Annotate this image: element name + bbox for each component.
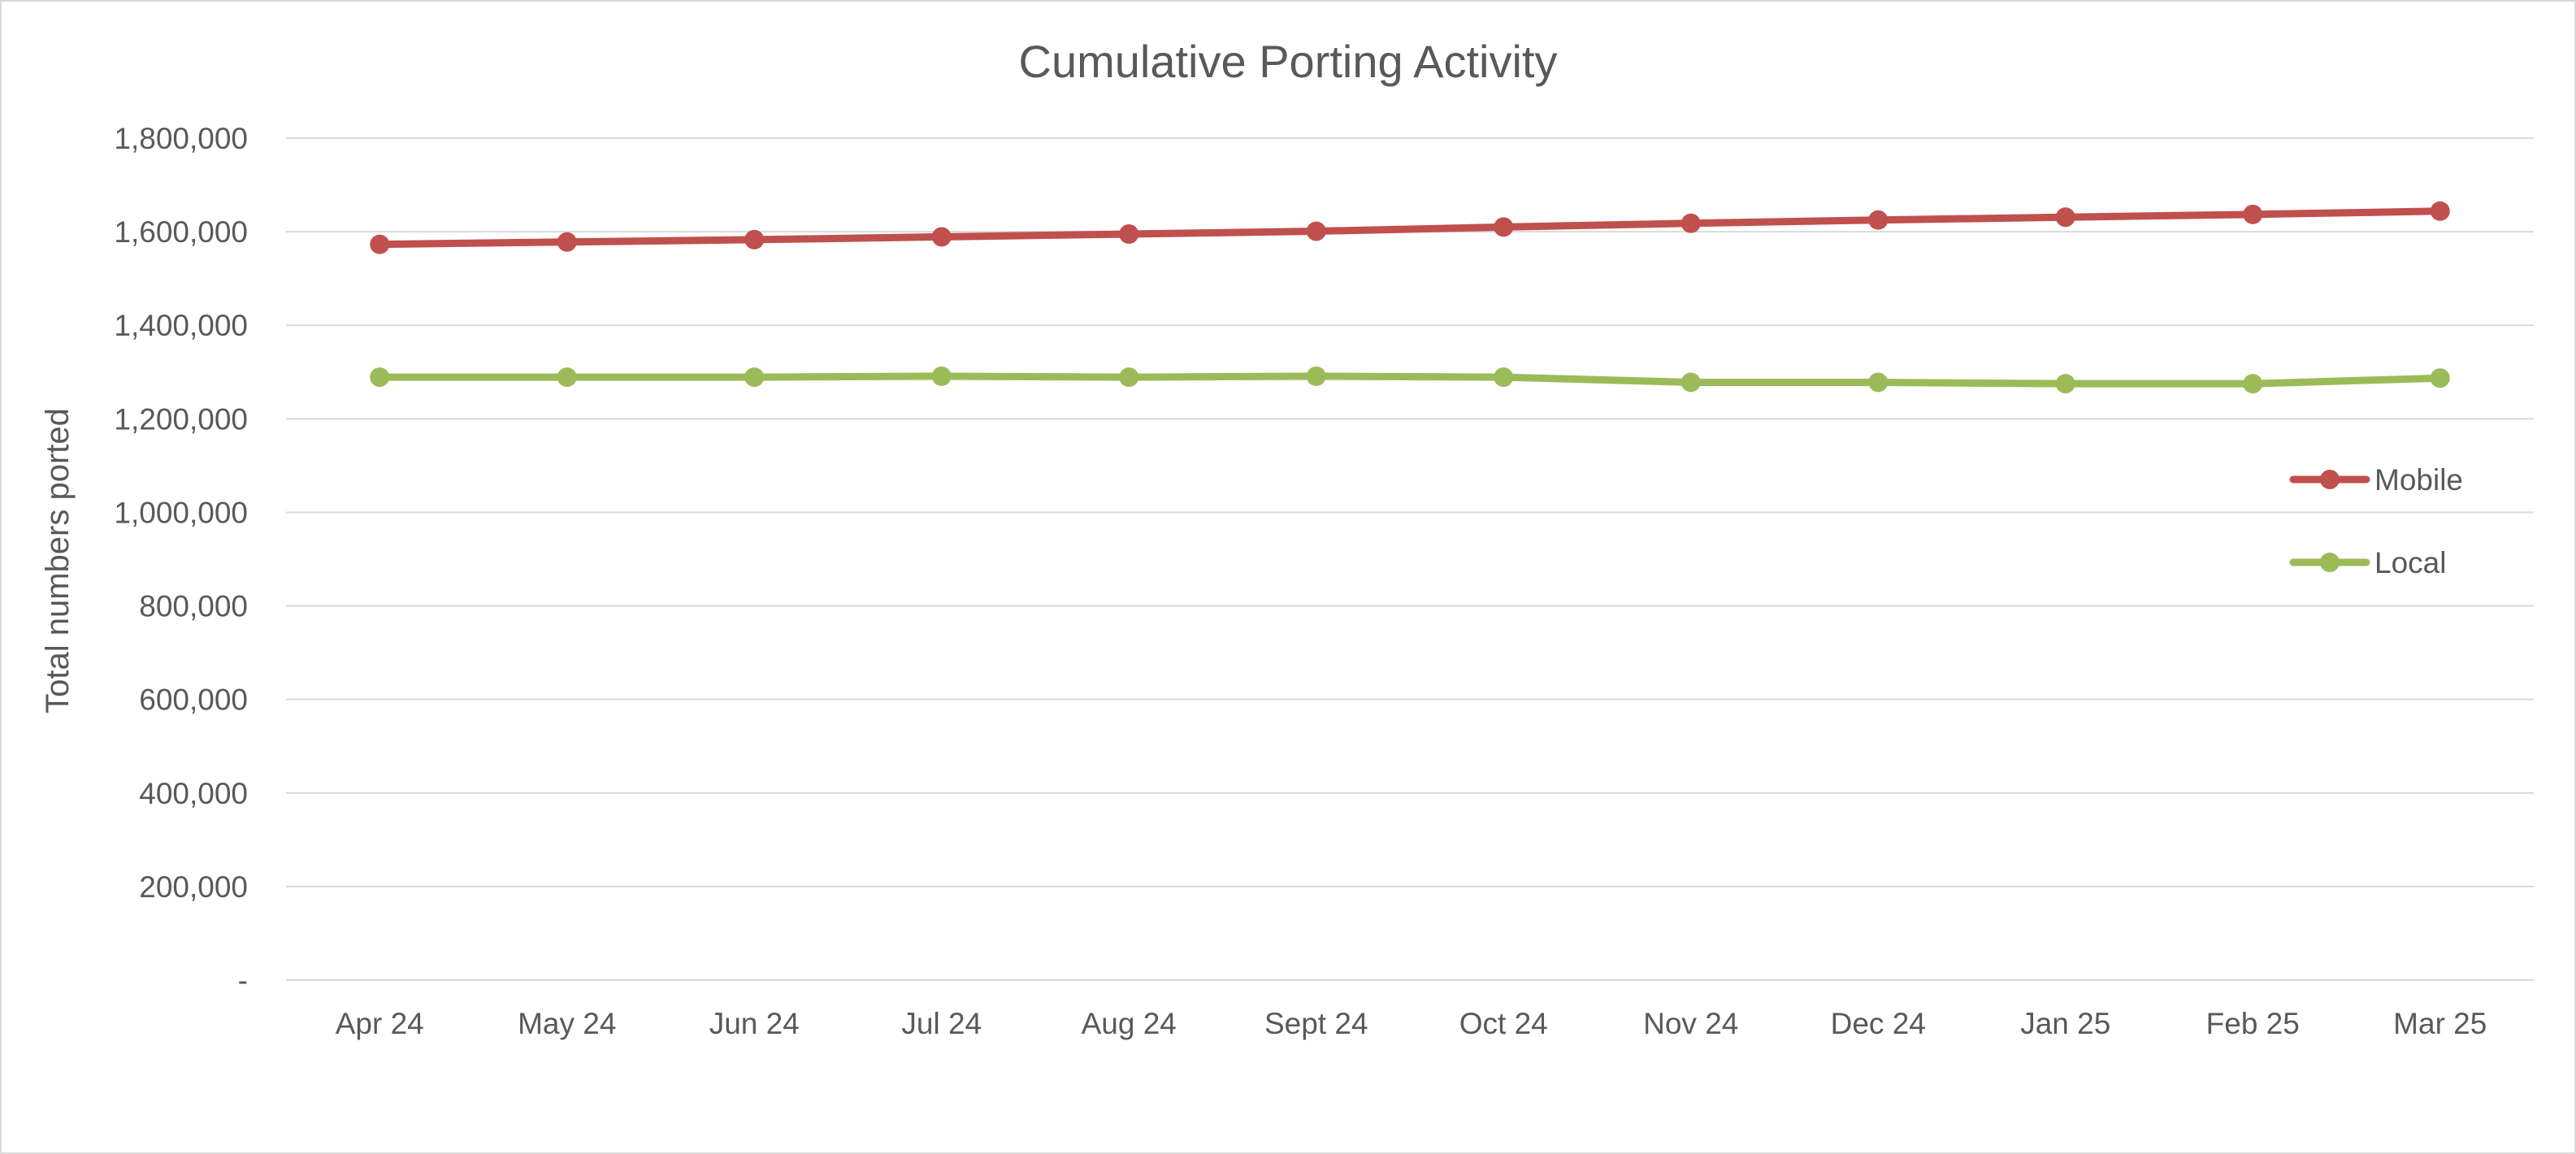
data-point-mobile [370, 234, 390, 254]
data-point-local [1868, 372, 1889, 393]
data-point-local [1119, 367, 1139, 388]
y-tick-label: 200,000 [139, 870, 248, 904]
data-point-mobile [2055, 207, 2075, 228]
legend-marker-local [2320, 553, 2340, 572]
data-point-local [1494, 367, 1514, 388]
data-point-local [557, 367, 577, 388]
legend: Mobile Local [2289, 463, 2463, 579]
x-tick-label: May 24 [518, 1007, 616, 1040]
y-tick-label: 1,200,000 [114, 402, 248, 436]
x-tick-label: Sept 24 [1264, 1007, 1368, 1040]
data-point-mobile [557, 232, 577, 252]
data-point-local [2430, 368, 2450, 388]
x-tick-label: Feb 25 [2206, 1007, 2300, 1040]
x-tick-label: Jul 24 [901, 1007, 982, 1040]
data-point-mobile [2430, 201, 2450, 221]
x-tick-labels: Apr 24 May 24 Jun 24 Jul 24 Aug 24 Sept 24 Oct… [336, 1007, 2487, 1040]
y-tick-label: 1,800,000 [114, 122, 248, 155]
data-point-local [370, 367, 390, 388]
data-point-mobile [931, 227, 952, 247]
series-line-mobile [375, 207, 2444, 249]
x-tick-label: Oct 24 [1459, 1007, 1548, 1040]
x-tick-label: Dec 24 [1831, 1007, 1926, 1040]
data-point-mobile [1494, 217, 1514, 237]
data-point-local [2243, 374, 2263, 394]
y-tick-label: 800,000 [139, 590, 248, 623]
y-tick-label: 1,400,000 [114, 309, 248, 342]
data-point-mobile [744, 229, 765, 249]
x-tick-label: Apr 24 [336, 1007, 424, 1040]
y-tick-label: 1,600,000 [114, 215, 248, 249]
data-point-mobile [1119, 223, 1139, 244]
data-point-local [744, 367, 765, 388]
legend-label-local: Local [2374, 546, 2446, 579]
series-layer [370, 201, 2450, 394]
grid-layer [286, 137, 2534, 981]
series-line-local [375, 372, 2444, 388]
y-axis-title: Total numbers ported [40, 408, 76, 714]
x-tick-label: Jun 24 [709, 1007, 800, 1040]
y-tick-labels: - 200,000 400,000 600,000 800,000 1,000,000 1,… [114, 122, 248, 997]
x-tick-label: Aug 24 [1082, 1007, 1177, 1040]
x-tick-label: Mar 25 [2393, 1007, 2487, 1040]
data-point-mobile [2243, 204, 2263, 224]
data-point-local [1680, 372, 1701, 393]
y-tick-label: 600,000 [139, 683, 248, 717]
y-tick-label: 400,000 [139, 777, 248, 810]
chart-title: Cumulative Porting Activity [1019, 36, 1558, 87]
data-point-mobile [1680, 213, 1701, 233]
data-point-mobile [1868, 210, 1889, 230]
legend-label-mobile: Mobile [2374, 463, 2463, 497]
data-point-mobile [1306, 221, 1326, 241]
x-tick-label: Jan 25 [2020, 1007, 2110, 1040]
x-tick-label: Nov 24 [1643, 1007, 1738, 1040]
legend-marker-mobile [2320, 470, 2340, 489]
y-tick-label: - [238, 964, 248, 997]
data-point-local [1306, 366, 1326, 386]
data-point-local [931, 366, 952, 386]
y-tick-label: 1,000,000 [114, 496, 248, 529]
data-point-local [2055, 374, 2075, 394]
